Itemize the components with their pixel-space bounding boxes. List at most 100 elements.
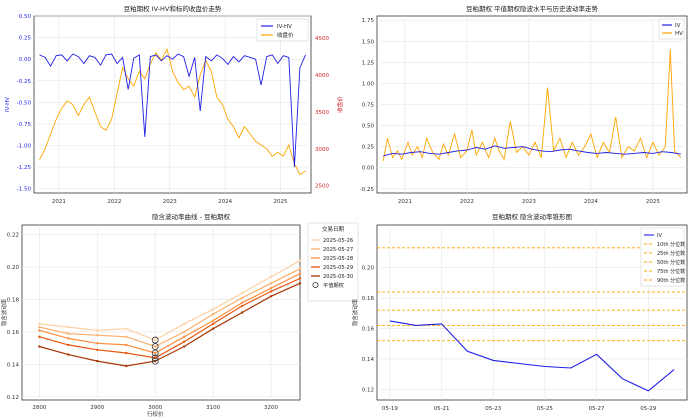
x-tick-label: 2023 [163, 199, 177, 205]
series-point [298, 259, 302, 262]
x-tick-label: 2022 [460, 199, 474, 205]
series-point [240, 291, 244, 295]
x-tick-label: 05-27 [589, 406, 605, 412]
y-tick-label: 0.16 [362, 326, 375, 332]
y-tick-label: -1.00 [17, 144, 32, 150]
series-point [154, 338, 157, 342]
x-tick-label: 2025 [274, 199, 288, 205]
series-line-iv-hv [39, 53, 306, 168]
series-point [96, 342, 99, 345]
series-point [182, 335, 186, 339]
chart-iv-cone: 05-19 05-21 05-23 05-25 05-27 05-29 0.20 0.18 0.… [351, 212, 688, 412]
legend-label: IV [675, 23, 681, 29]
series-point [125, 327, 128, 330]
x-axis-label: 行权价 [147, 410, 164, 418]
x-tick-label: 05-21 [434, 406, 450, 412]
y-tick-label: 0.12 [362, 387, 374, 393]
chart-title: 豆粕期权 平值期权隐波水平与历史波动率走势 [466, 4, 599, 13]
series-point [298, 267, 302, 270]
series-point [125, 335, 128, 339]
legend-label: 90th 分位数 [657, 277, 685, 284]
series-point [96, 329, 99, 332]
chart-iv-hv-price: 2021 2022 2023 2024 2025 0.50 0.25 0.00 -0.25 -0.… [5, 4, 344, 205]
x-tick-label: 2024 [218, 199, 232, 205]
chart-title: 豆粕期权 隐含波动率锥形图 [492, 212, 572, 221]
series-point [269, 282, 273, 285]
y-tick-label: 1.50 [362, 39, 375, 45]
legend-label: 75th 分位数 [657, 268, 685, 275]
legend-label: 2025-05-30 [323, 274, 353, 280]
chart-iv-hv-levels: 2021 2022 2023 2024 2025 1.75 1.50 1.25 1.00 0.75… [360, 4, 688, 205]
series-line-2025-05-28 [39, 273, 301, 354]
legend-label: 收盘价 [277, 31, 294, 39]
y-axis-label: 隐含波动率 [351, 298, 359, 326]
series-point [240, 301, 244, 304]
x-tick-label: 05-23 [485, 406, 501, 412]
y-tick-label: 0.50 [19, 14, 32, 20]
series-point [269, 286, 273, 290]
atm-marker [151, 349, 159, 357]
legend-label: 50th 分位数 [657, 259, 685, 266]
y-tick-label: 0.25 [362, 145, 375, 151]
y-tick-label: 0.50 [362, 124, 375, 130]
series-line-iv [389, 320, 675, 392]
series-point [125, 364, 128, 368]
legend-label: IV [657, 233, 662, 239]
series-point [96, 359, 99, 363]
series-point [38, 329, 41, 332]
series-line-close-price [39, 47, 306, 176]
series-point [211, 312, 215, 316]
x-tick-label: 3100 [206, 405, 220, 411]
legend-box [307, 222, 359, 302]
series-point [125, 343, 128, 347]
y-tick-label: 0.75 [362, 103, 375, 109]
series-line-2025-05-26 [39, 260, 301, 341]
legend-label: 10th 分位数 [657, 241, 685, 248]
series-point [67, 353, 70, 356]
y2-axis-label: 收盘价 [336, 96, 344, 113]
y2-tick-label: 3500 [315, 110, 329, 116]
legend-box [640, 227, 685, 287]
series-point [211, 319, 215, 322]
legend-label: 2025-05-28 [323, 256, 353, 262]
legend-label: 2025-05-29 [323, 265, 353, 271]
series-point [154, 345, 157, 348]
series-point [38, 335, 41, 339]
x-tick-label: 05-29 [640, 406, 656, 412]
legend-label: 平值期权 [323, 281, 345, 289]
chart-title: 隐含波动率曲线 - 豆粕期权 [152, 212, 230, 221]
y-tick-label: -0.50 [17, 100, 32, 106]
x-tick-label: 2900 [90, 405, 104, 411]
y-tick-label: 0.14 [362, 357, 375, 363]
series-point [182, 330, 186, 334]
series-line-2025-05-27 [39, 268, 301, 348]
atm-marker [151, 357, 159, 365]
series-point [240, 311, 244, 314]
y2-tick-label: 4500 [315, 36, 329, 42]
x-tick-label: 2022 [107, 199, 121, 205]
series-point [298, 272, 302, 275]
series-point [67, 325, 70, 329]
y-tick-label: 0.16 [7, 330, 20, 336]
y-tick-label: 0.00 [362, 166, 375, 172]
atm-marker [151, 336, 159, 344]
series-point [269, 295, 273, 298]
legend-label: 2025-05-26 [323, 238, 353, 244]
series-point [38, 345, 41, 348]
x-tick-label: 2800 [32, 405, 46, 411]
series-point [182, 345, 186, 348]
series-point [211, 327, 215, 330]
y-tick-label: 1.00 [362, 81, 375, 87]
y-tick-label: 0.22 [7, 233, 19, 239]
series-point [182, 322, 186, 326]
x-tick-label: 2025 [646, 199, 660, 205]
x-tick-label: 3000 [148, 405, 162, 411]
y-tick-label: 1.75 [362, 18, 375, 24]
plot-frame [376, 224, 688, 401]
x-tick-label: 2023 [522, 199, 536, 205]
y-tick-label: 0.14 [7, 362, 20, 368]
series-point [269, 275, 273, 279]
series-point [269, 290, 273, 293]
series-point [67, 343, 70, 347]
